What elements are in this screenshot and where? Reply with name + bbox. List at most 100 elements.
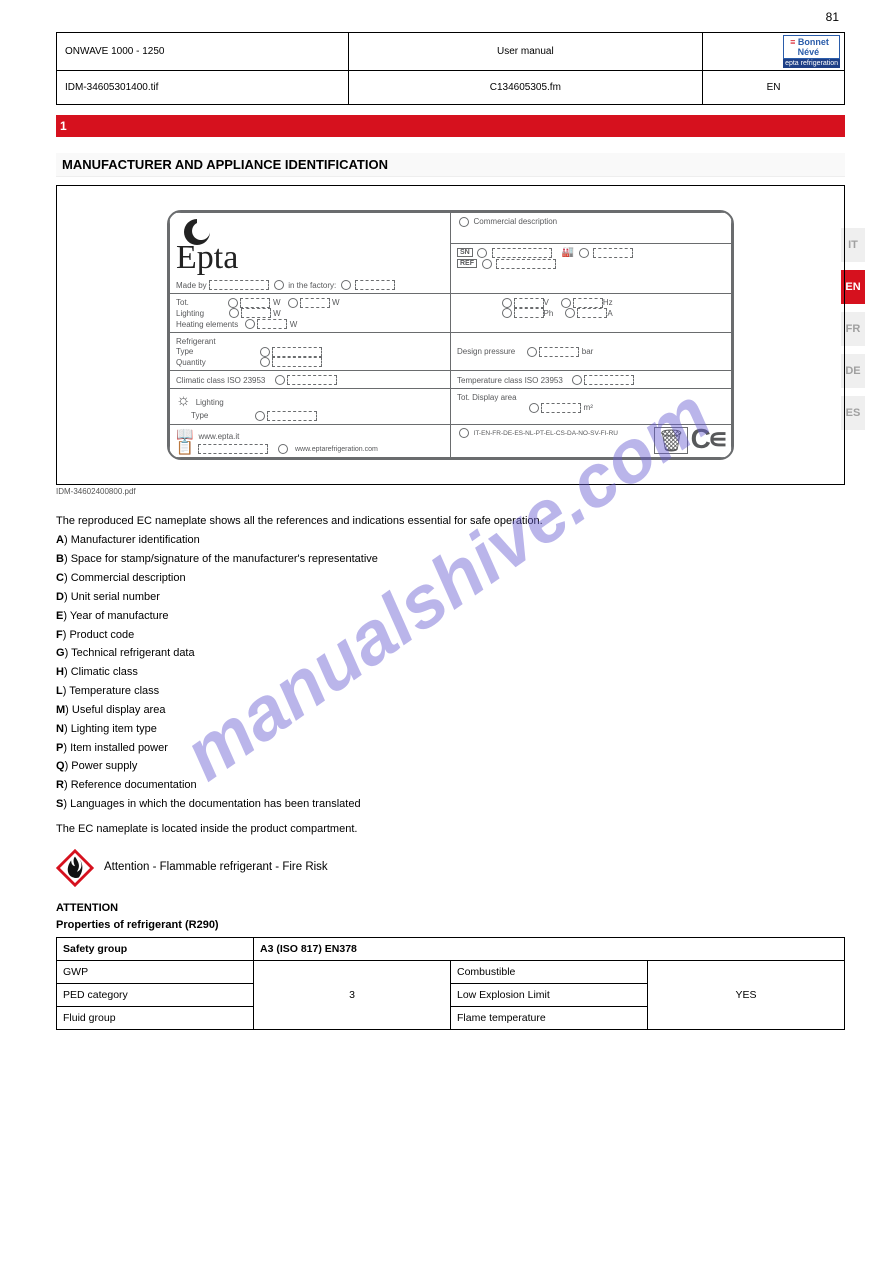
header-title: User manual <box>348 33 703 71</box>
att-h2: A3 (ISO 817) EN378 <box>254 937 845 960</box>
marker-q2 <box>502 298 512 308</box>
brand-logo-cell: ≡ Bonnet Névé epta refrigeration <box>703 33 845 71</box>
lighting-head: Lighting <box>196 398 224 407</box>
figure-caption: IDM-34602400800.pdf <box>56 487 845 496</box>
marker-g3 <box>527 347 537 357</box>
item-q-val: Power supply <box>71 760 137 772</box>
item-s-val: Languages in which the documentation has… <box>70 798 361 810</box>
item-s-key: S <box>56 798 63 810</box>
header-center-code: C134605305.fm <box>348 71 703 105</box>
item-r-key: R <box>56 779 64 791</box>
lang-list: IT-EN-FR-DE-ES-NL-PT-EL-CS-DA-NO-SV-FI-R… <box>474 430 618 437</box>
marker-p1 <box>228 298 238 308</box>
lighting-type-label: Type <box>191 411 208 420</box>
design-pressure-label: Design pressure <box>457 347 515 356</box>
brand-top: Bonnet <box>798 37 829 47</box>
lighting-label: Lighting <box>176 309 204 318</box>
commercial-desc-label: Commercial description <box>474 217 558 226</box>
nameplate-note: The EC nameplate is located inside the p… <box>56 822 845 837</box>
marker-c <box>459 217 469 227</box>
marker-a <box>274 280 284 290</box>
item-f-key: F <box>56 629 63 641</box>
display-area-label: Tot. Display area <box>457 393 517 402</box>
refrigerant-properties-table: Safety group A3 (ISO 817) EN378 GWP 3 Co… <box>56 937 845 1031</box>
epta-logo: Epta <box>176 243 444 274</box>
att-r2c1: PED category <box>57 983 254 1006</box>
weee-icon: 🗑 <box>654 427 688 454</box>
marker-p2 <box>229 308 239 318</box>
marker-q5 <box>565 308 575 318</box>
item-l-val: Temperature class <box>69 685 159 697</box>
item-h-key: H <box>56 666 64 678</box>
temp-class-label: Temperature class ISO 23953 <box>457 376 563 385</box>
item-a-key: A <box>56 534 64 546</box>
tot-label: Tot. <box>176 298 189 307</box>
doc-url-2: www.eptarefrigeration.com <box>295 446 378 453</box>
item-m-val: Useful display area <box>72 704 166 716</box>
header-lang: EN <box>703 71 845 105</box>
body-text: The reproduced EC nameplate shows all th… <box>56 514 845 1030</box>
marker-q1 <box>288 298 298 308</box>
item-r-val: Reference documentation <box>71 779 197 791</box>
header-table: ONWAVE 1000 - 1250 User manual ≡ Bonnet … <box>56 32 845 105</box>
item-d-val: Unit serial number <box>71 591 160 603</box>
marker-p3 <box>245 319 255 329</box>
attention-head: ATTENTION <box>56 901 845 916</box>
item-h-val: Climatic class <box>71 666 138 678</box>
item-c-val: Commercial description <box>71 572 186 584</box>
refrigerant-qty: Quantity <box>176 358 206 367</box>
att-r2c3: Low Explosion Limit <box>451 983 648 1006</box>
att-r1c3: Combustible <box>451 960 648 983</box>
marker-g2 <box>260 357 270 367</box>
climatic-class-label: Climatic class ISO 23953 <box>176 376 265 385</box>
marker-q4 <box>502 308 512 318</box>
ref-box: REF <box>457 259 477 268</box>
header-model: ONWAVE 1000 - 1250 <box>57 33 349 71</box>
factory-label: in the factory: <box>288 281 336 290</box>
marker-q3 <box>561 298 571 308</box>
item-c-key: C <box>56 572 64 584</box>
info-icon: 📋 <box>176 439 193 455</box>
item-l-key: L <box>56 685 63 697</box>
item-n-key: N <box>56 723 64 735</box>
att-r1c4: YES <box>648 960 845 1030</box>
att-r1c1: GWP <box>57 960 254 983</box>
refrigerant-type: Type <box>176 347 193 356</box>
marker-r <box>278 444 288 454</box>
item-p-val: Item installed power <box>70 742 168 754</box>
item-b-val: Space for stamp/signature of the manufac… <box>71 553 378 565</box>
made-by-label: Made by <box>176 281 207 290</box>
marker-m <box>529 403 539 413</box>
att-r1c2: 3 <box>254 960 451 1030</box>
factory-icon: 🏭 <box>562 247 574 258</box>
brand-bar: epta refrigeration <box>783 59 840 68</box>
item-n-val: Lighting item type <box>71 723 157 735</box>
item-q-key: Q <box>56 760 65 772</box>
brand-bot: Névé <box>798 47 820 57</box>
marker-b <box>341 280 351 290</box>
item-a-val: Manufacturer identification <box>71 534 200 546</box>
doc-url-1: www.epta.it <box>198 432 239 441</box>
flammable-icon <box>56 849 94 887</box>
item-m-key: M <box>56 704 65 716</box>
item-e-val: Year of manufacture <box>70 610 169 622</box>
body-intro: The reproduced EC nameplate shows all th… <box>56 514 845 529</box>
marker-h <box>275 375 285 385</box>
sn-box: SN <box>457 248 473 257</box>
att-r3c1: Fluid group <box>57 1007 254 1030</box>
marker-d <box>477 248 487 258</box>
marker-n <box>255 411 265 421</box>
nameplate-figure: Epta Made by in the factory: <box>56 185 845 485</box>
marker-e <box>579 248 589 258</box>
item-p-key: P <box>56 742 63 754</box>
epta-swirl-icon <box>182 217 212 247</box>
item-b-key: B <box>56 553 64 565</box>
flammable-text: Attention - Flammable refrigerant - Fire… <box>104 860 328 876</box>
chapter-band: 1 <box>56 115 845 137</box>
item-d-key: D <box>56 591 64 603</box>
item-g-val: Technical refrigerant data <box>71 647 195 659</box>
sun-icon: ☼ <box>176 392 191 409</box>
attention-sub: Properties of refrigerant (R290) <box>56 918 845 933</box>
item-e-key: E <box>56 610 63 622</box>
bonnet-neve-logo: ≡ Bonnet Névé epta refrigeration <box>783 35 840 68</box>
